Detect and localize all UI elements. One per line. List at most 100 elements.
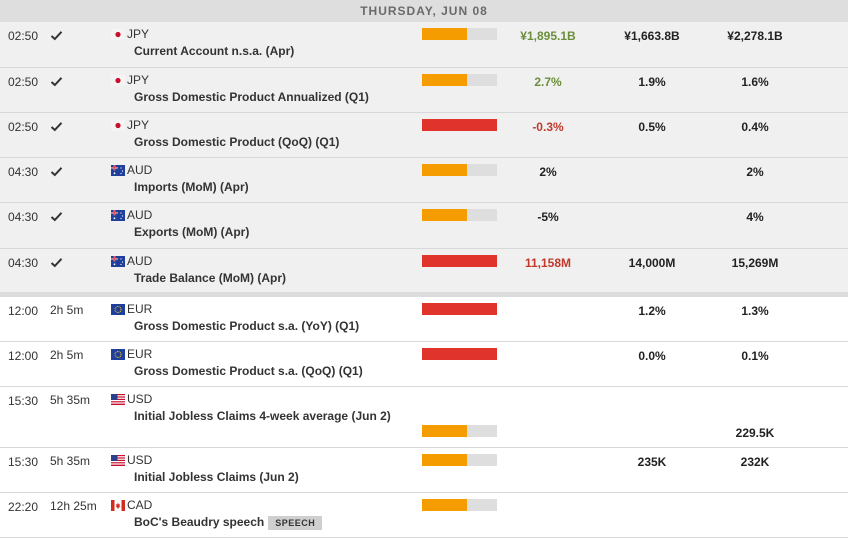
impact-bar bbox=[422, 454, 497, 466]
impact-bar bbox=[422, 164, 497, 176]
impact-bar bbox=[422, 499, 497, 511]
impact-bar-fill bbox=[422, 303, 497, 315]
consensus-value: 235K bbox=[637, 455, 667, 469]
event-time: 15:30 bbox=[8, 455, 39, 469]
event-title[interactable]: Current Account n.s.a. (Apr) bbox=[134, 44, 295, 58]
countdown: 5h 35m bbox=[50, 393, 91, 407]
currency-code: JPY bbox=[127, 73, 150, 87]
currency-code: JPY bbox=[127, 118, 150, 132]
event-title[interactable]: Imports (MoM) (Apr) bbox=[134, 180, 249, 194]
previous-value: 1.6% bbox=[741, 75, 769, 89]
event-name[interactable]: Gross Domestic Product s.a. (YoY) (Q1) bbox=[134, 319, 359, 333]
actual-value: -0.3% bbox=[532, 120, 564, 134]
impact-bar-fill bbox=[422, 74, 467, 86]
event-row[interactable]: 15:30 5h 35m USD Initial Jobless Claims 4-w… bbox=[0, 387, 848, 448]
event-title[interactable]: Trade Balance (MoM) (Apr) bbox=[134, 271, 287, 285]
event-time: 04:30 bbox=[8, 210, 39, 224]
event-name[interactable]: Trade Balance (MoM) (Apr) bbox=[134, 271, 286, 285]
event-name[interactable]: Initial Jobless Claims (Jun 2) bbox=[134, 470, 299, 484]
usa-flag-icon bbox=[111, 392, 125, 405]
event-time: 04:30 bbox=[8, 256, 39, 270]
check-icon bbox=[50, 74, 64, 87]
event-name[interactable]: Initial Jobless Claims 4-week average (J… bbox=[134, 409, 391, 423]
event-title[interactable]: Gross Domestic Product Annualized (Q1) bbox=[134, 90, 369, 104]
impact-bar-fill bbox=[422, 164, 467, 176]
event-name[interactable]: Current Account n.s.a. (Apr) bbox=[134, 44, 294, 58]
event-row[interactable]: 22:20 12h 25m CAD BoC's Beaudry speech SPEEC… bbox=[0, 493, 848, 538]
speech-badge: SPEECH bbox=[268, 515, 323, 530]
check-icon bbox=[50, 209, 64, 222]
impact-bar bbox=[422, 74, 497, 86]
event-row[interactable]: 12:00 2h 5m EUR Gross Domestic Product s.a.… bbox=[0, 342, 848, 387]
previous-value: ¥2,278.1B bbox=[727, 29, 783, 43]
event-title[interactable]: Gross Domestic Product (QoQ) (Q1) bbox=[134, 135, 340, 149]
currency-code: AUD bbox=[127, 208, 153, 222]
impact-bar bbox=[422, 303, 497, 315]
currency-code: USD bbox=[127, 392, 153, 406]
event-row[interactable]: 15:30 5h 35m USD Initial Jobless Claims (Ju… bbox=[0, 448, 848, 493]
australia-flag-icon bbox=[111, 254, 125, 267]
check-icon bbox=[50, 119, 64, 132]
countdown: 5h 35m bbox=[50, 454, 91, 468]
canada-flag-icon bbox=[111, 498, 125, 511]
consensus-value: 1.2% bbox=[638, 304, 666, 318]
impact-bar bbox=[422, 425, 497, 437]
previous-value: 15,269M bbox=[731, 256, 779, 270]
impact-bar-fill bbox=[422, 209, 467, 221]
previous-value: 2% bbox=[746, 165, 764, 179]
event-time: 02:50 bbox=[8, 120, 39, 134]
currency-code: USD bbox=[127, 453, 153, 467]
consensus-value: 0.0% bbox=[638, 349, 666, 363]
australia-flag-icon bbox=[111, 208, 125, 221]
event-time: 22:20 bbox=[8, 500, 39, 514]
consensus-value: 14,000M bbox=[628, 256, 676, 270]
japan-flag-icon bbox=[111, 118, 125, 131]
currency-code: JPY bbox=[127, 27, 150, 41]
event-row[interactable]: 02:50 JPY Gross Domestic Product (QoQ) (Q1… bbox=[0, 113, 848, 158]
event-title[interactable]: Gross Domestic Product s.a. (QoQ) (Q1) bbox=[134, 364, 363, 378]
event-time: 02:50 bbox=[8, 29, 39, 43]
event-title[interactable]: Gross Domestic Product s.a. (YoY) (Q1) bbox=[134, 319, 360, 333]
impact-bar-fill bbox=[422, 425, 467, 437]
actual-value: 2% bbox=[539, 165, 557, 179]
event-name[interactable]: Gross Domestic Product s.a. (QoQ) (Q1) bbox=[134, 364, 363, 378]
event-row[interactable]: 12:00 2h 5m EUR Gross Domestic Product s.a.… bbox=[0, 297, 848, 342]
event-title[interactable]: Initial Jobless Claims (Jun 2) bbox=[134, 470, 299, 484]
event-name[interactable]: BoC's Beaudry speech SPEECH bbox=[134, 515, 323, 530]
previous-value: 229.5K bbox=[735, 426, 775, 440]
currency-code: CAD bbox=[127, 498, 153, 512]
impact-bar bbox=[422, 255, 497, 267]
currency-code: EUR bbox=[127, 347, 153, 361]
impact-bar-fill bbox=[422, 119, 497, 131]
event-time: 12:00 bbox=[8, 349, 39, 363]
event-row[interactable]: 02:50 JPY Gross Domestic Product Annualize… bbox=[0, 68, 848, 113]
event-name[interactable]: Gross Domestic Product Annualized (Q1) bbox=[134, 90, 369, 104]
impact-bar-fill bbox=[422, 28, 467, 40]
event-row[interactable]: 04:30 AUD Imports (MoM) (Apr) 2% 2% bbox=[0, 158, 848, 203]
impact-bar-fill bbox=[422, 255, 497, 267]
event-name[interactable]: Exports (MoM) (Apr) bbox=[134, 225, 249, 239]
event-time: 12:00 bbox=[8, 304, 39, 318]
impact-bar-fill bbox=[422, 454, 467, 466]
impact-bar bbox=[422, 28, 497, 40]
impact-bar bbox=[422, 119, 497, 131]
event-name[interactable]: Imports (MoM) (Apr) bbox=[134, 180, 249, 194]
consensus-value: 0.5% bbox=[638, 120, 666, 134]
japan-flag-icon bbox=[111, 73, 125, 86]
event-name[interactable]: Gross Domestic Product (QoQ) (Q1) bbox=[134, 135, 339, 149]
event-title[interactable]: BoC's Beaudry speech bbox=[134, 515, 265, 529]
impact-bar-fill bbox=[422, 348, 497, 360]
australia-flag-icon bbox=[111, 163, 125, 176]
event-title[interactable]: Initial Jobless Claims 4-week average (J… bbox=[134, 409, 391, 423]
event-row[interactable]: 04:30 AUD Exports (MoM) (Apr) -5% 4% bbox=[0, 203, 848, 249]
event-row[interactable]: 02:50 JPY Current Account n.s.a. (Apr) ¥1,8… bbox=[0, 22, 848, 68]
currency-code: EUR bbox=[127, 302, 153, 316]
japan-flag-icon bbox=[111, 27, 125, 40]
actual-value: ¥1,895.1B bbox=[520, 29, 576, 43]
event-title[interactable]: Exports (MoM) (Apr) bbox=[134, 225, 250, 239]
countdown: 2h 5m bbox=[50, 348, 84, 362]
usa-flag-icon bbox=[111, 453, 125, 466]
event-row[interactable]: 04:30 AUD Trade Balance (MoM) (Apr) 11,158M… bbox=[0, 249, 848, 297]
event-time: 15:30 bbox=[8, 394, 39, 408]
actual-value: 11,158M bbox=[524, 256, 572, 270]
